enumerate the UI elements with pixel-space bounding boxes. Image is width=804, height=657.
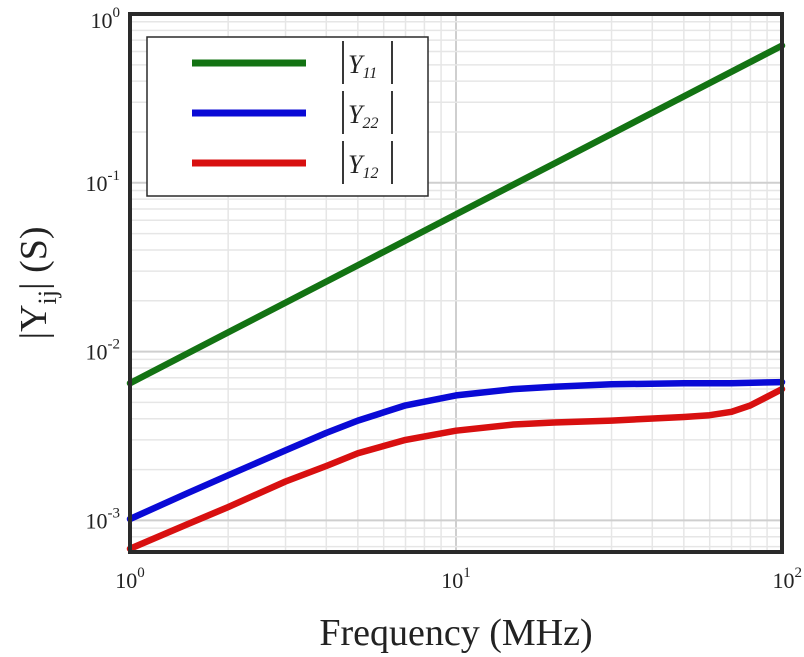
legend-label-main: Y	[348, 50, 365, 79]
x-tick-label: 102	[773, 565, 803, 593]
tick-base: 10	[86, 340, 108, 365]
y-tick-label: 10-2	[86, 337, 121, 365]
series-layer	[126, 42, 786, 552]
legend-label: Y22	[348, 100, 378, 132]
x-tick-label: 101	[441, 565, 471, 593]
legend-label-main: Y	[348, 150, 365, 179]
tick-base: 10	[86, 171, 108, 196]
tick-base: 10	[773, 568, 795, 593]
legend-label-subscript: 22	[362, 115, 378, 132]
tick-exponent: 0	[137, 565, 145, 581]
tick-base: 10	[91, 8, 113, 33]
tick-base: 10	[115, 568, 137, 593]
y-tick-label: 10-1	[86, 168, 121, 196]
y-axis-title-prefix: |Y	[13, 304, 55, 339]
legend-label: Y11	[348, 50, 377, 82]
legend-label-main: Y	[348, 100, 365, 129]
tick-exponent: 0	[113, 5, 121, 21]
tick-exponent: -2	[108, 337, 121, 353]
y-axis-title-subscript: ij	[33, 290, 62, 304]
series-line	[126, 385, 786, 552]
tick-exponent: -3	[108, 505, 121, 521]
tick-exponent: 2	[795, 565, 803, 581]
y-tick-label: 10-3	[86, 505, 121, 533]
y-axis-title-suffix: | (S)	[13, 226, 55, 290]
y-axis-title: |Yij| (S)	[13, 226, 62, 339]
x-tick-label: 100	[115, 565, 145, 593]
series-line	[126, 42, 786, 387]
tick-exponent: -1	[108, 168, 121, 184]
legend-label-subscript: 12	[362, 165, 378, 182]
series-line	[126, 378, 786, 523]
tick-exponent: 1	[463, 565, 471, 581]
legend-label: Y12	[348, 150, 378, 182]
legend-label-subscript: 11	[362, 65, 377, 82]
plot-frame	[128, 12, 784, 554]
x-axis-title: Frequency (MHz)	[319, 612, 592, 654]
tick-base: 10	[86, 508, 108, 533]
tick-base: 10	[441, 568, 463, 593]
y-tick-label: 100	[91, 5, 121, 33]
